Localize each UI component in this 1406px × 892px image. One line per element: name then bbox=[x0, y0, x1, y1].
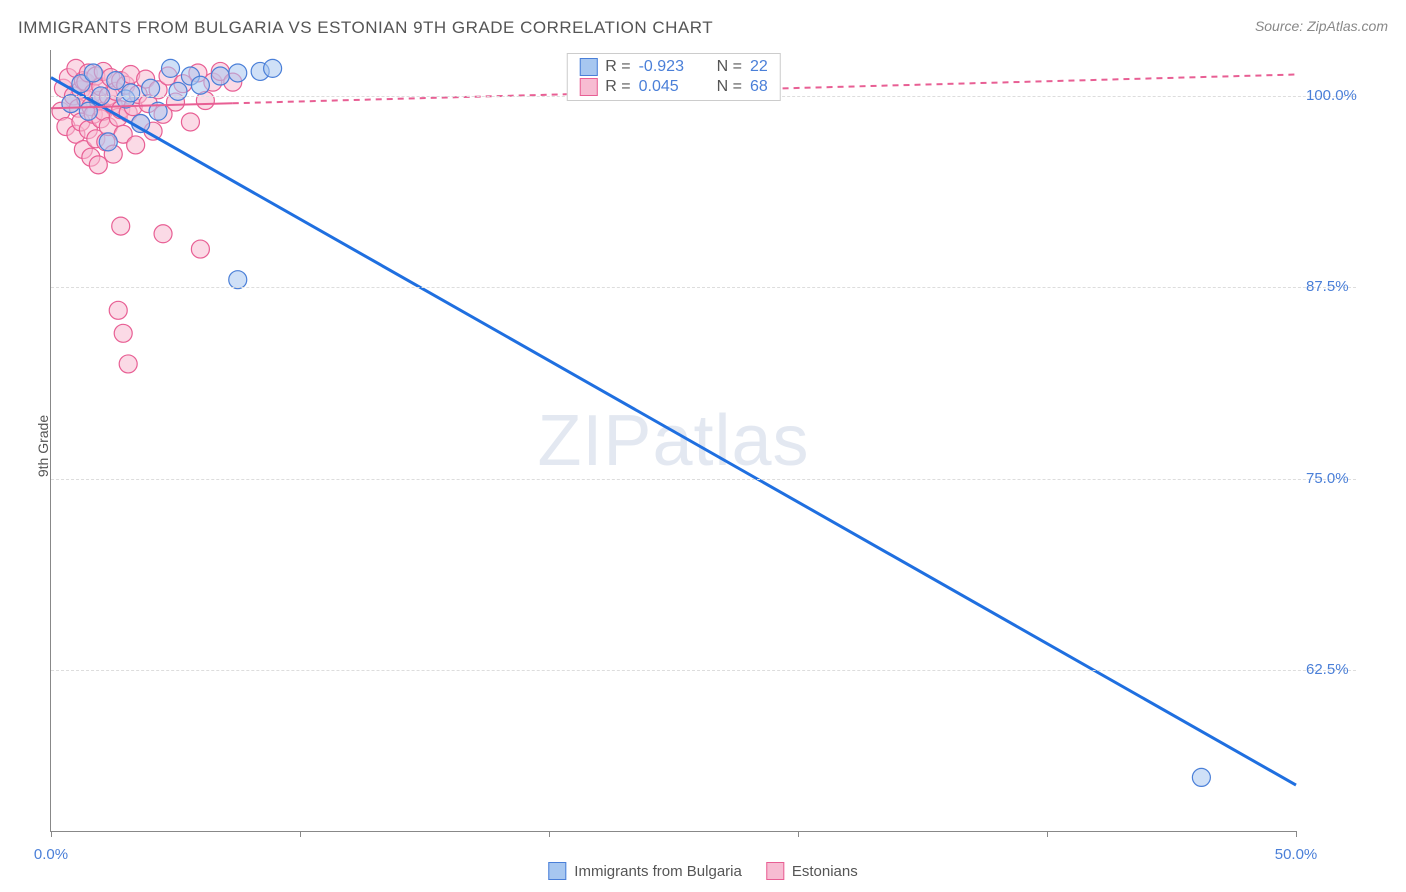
legend-label-estonians: Estonians bbox=[792, 863, 858, 880]
scatter-point bbox=[79, 102, 97, 120]
x-tick bbox=[1296, 831, 1297, 837]
scatter-point bbox=[211, 67, 229, 85]
r-value-estonians: 0.045 bbox=[639, 78, 703, 96]
scatter-point bbox=[169, 82, 187, 100]
series-legend: Immigrants from Bulgaria Estonians bbox=[548, 862, 857, 880]
y-tick-label: 100.0% bbox=[1306, 87, 1386, 104]
gridline-h bbox=[51, 287, 1356, 288]
n-value-estonians: 68 bbox=[750, 78, 768, 96]
n-value-bulgaria: 22 bbox=[750, 58, 768, 76]
n-label: N = bbox=[717, 58, 742, 76]
scatter-point bbox=[84, 64, 102, 82]
scatter-point bbox=[127, 136, 145, 154]
scatter-point bbox=[62, 95, 80, 113]
scatter-point bbox=[112, 217, 130, 235]
scatter-point bbox=[191, 76, 209, 94]
gridline-h bbox=[51, 670, 1356, 671]
gridline-h bbox=[51, 479, 1356, 480]
scatter-point bbox=[1192, 768, 1210, 786]
source-label: Source: ZipAtlas.com bbox=[1255, 18, 1388, 34]
scatter-svg bbox=[51, 50, 1296, 831]
scatter-point bbox=[154, 225, 172, 243]
legend-item-estonians: Estonians bbox=[766, 862, 858, 880]
scatter-point bbox=[89, 156, 107, 174]
x-tick-label: 0.0% bbox=[34, 846, 68, 863]
x-tick bbox=[300, 831, 301, 837]
r-value-bulgaria: -0.923 bbox=[639, 58, 703, 76]
swatch-estonians bbox=[579, 78, 597, 96]
x-tick-label: 50.0% bbox=[1275, 846, 1318, 863]
n-label: N = bbox=[717, 78, 742, 96]
r-label: R = bbox=[605, 78, 630, 96]
x-tick bbox=[1047, 831, 1048, 837]
scatter-point bbox=[122, 84, 140, 102]
legend-item-bulgaria: Immigrants from Bulgaria bbox=[548, 862, 742, 880]
correlation-legend: R = -0.923 N = 22 R = 0.045 N = 68 bbox=[566, 53, 780, 101]
y-tick-label: 87.5% bbox=[1306, 278, 1386, 295]
scatter-point bbox=[107, 72, 125, 90]
scatter-point bbox=[181, 113, 199, 131]
y-axis-label: 9th Grade bbox=[35, 415, 51, 477]
legend-row-bulgaria: R = -0.923 N = 22 bbox=[579, 58, 767, 76]
legend-label-bulgaria: Immigrants from Bulgaria bbox=[574, 863, 742, 880]
scatter-point bbox=[99, 133, 117, 151]
scatter-point bbox=[114, 324, 132, 342]
scatter-point bbox=[191, 240, 209, 258]
scatter-point bbox=[229, 64, 247, 82]
r-label: R = bbox=[605, 58, 630, 76]
y-tick-label: 75.0% bbox=[1306, 470, 1386, 487]
x-tick bbox=[51, 831, 52, 837]
scatter-point bbox=[264, 59, 282, 77]
swatch-estonians-bottom bbox=[766, 862, 784, 880]
x-tick bbox=[798, 831, 799, 837]
scatter-point bbox=[109, 301, 127, 319]
scatter-point bbox=[142, 79, 160, 97]
scatter-point bbox=[162, 59, 180, 77]
scatter-point bbox=[229, 271, 247, 289]
chart-title: IMMIGRANTS FROM BULGARIA VS ESTONIAN 9TH… bbox=[18, 18, 713, 38]
y-tick-label: 62.5% bbox=[1306, 661, 1386, 678]
legend-row-estonians: R = 0.045 N = 68 bbox=[579, 78, 767, 96]
trend-line bbox=[51, 78, 1296, 785]
x-tick bbox=[549, 831, 550, 837]
chart-plot-area: ZIPatlas R = -0.923 N = 22 R = 0.045 N =… bbox=[50, 50, 1296, 832]
swatch-bulgaria-bottom bbox=[548, 862, 566, 880]
swatch-bulgaria bbox=[579, 58, 597, 76]
scatter-point bbox=[119, 355, 137, 373]
